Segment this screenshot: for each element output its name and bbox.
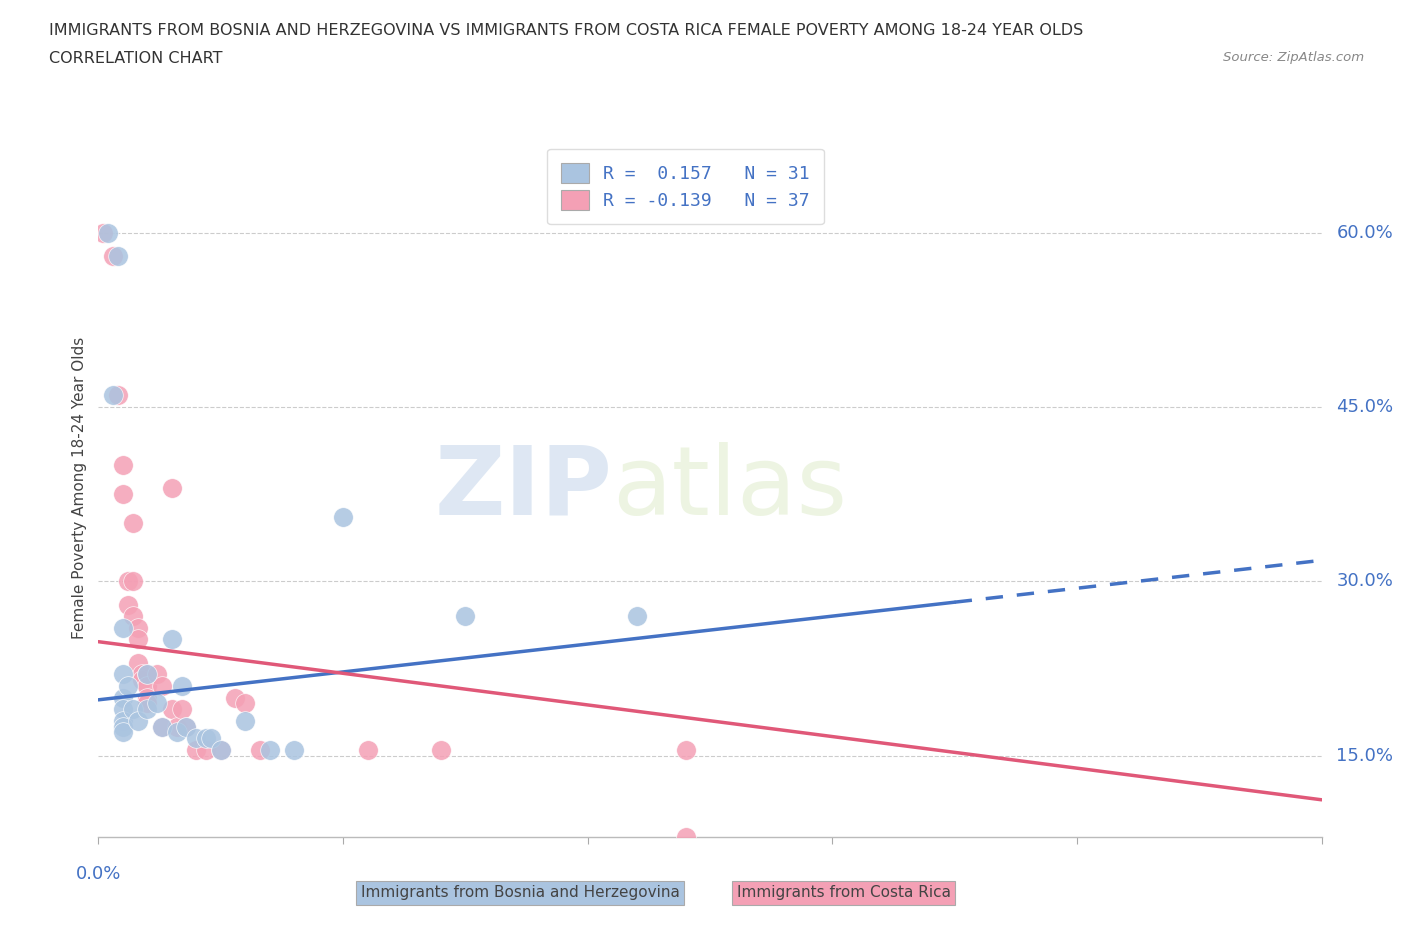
Point (127, 632, 149, 647)
Point (107, 388, 129, 403)
Point (170, 679, 193, 694)
Point (150, 719, 173, 734)
Point (233, 713, 256, 728)
Point (209, 742, 232, 757)
Y-axis label: Female Poverty Among 18-24 Year Olds: Female Poverty Among 18-24 Year Olds (72, 338, 87, 640)
Point (675, 830, 697, 844)
Point (127, 656, 149, 671)
Point (160, 702, 183, 717)
Point (117, 597, 139, 612)
Point (111, 620, 134, 635)
Point (121, 516, 143, 531)
Point (127, 713, 149, 728)
Point (91, 225, 114, 240)
Point (430, 742, 453, 757)
Point (356, 742, 378, 757)
Text: 0.0%: 0.0% (76, 865, 121, 883)
Point (166, 719, 188, 734)
Point (195, 742, 218, 757)
Point (209, 742, 232, 757)
Point (186, 731, 208, 746)
Point (136, 667, 159, 682)
Point (332, 510, 354, 525)
Point (111, 690, 134, 705)
Point (136, 679, 159, 694)
Point (111, 458, 134, 472)
Point (111, 667, 134, 682)
Point (107, 248, 129, 263)
Point (131, 672, 153, 687)
Point (200, 731, 222, 746)
Point (224, 690, 246, 705)
Point (195, 731, 218, 746)
Point (117, 574, 139, 589)
Point (117, 679, 139, 694)
Point (97, 225, 120, 240)
Point (675, 742, 697, 757)
Point (176, 719, 198, 734)
Point (111, 713, 134, 728)
Text: Immigrants from Costa Rica: Immigrants from Costa Rica (737, 885, 950, 900)
Point (121, 574, 143, 589)
Point (111, 702, 134, 717)
Point (146, 696, 169, 711)
Point (626, 609, 648, 624)
Text: atlas: atlas (612, 442, 848, 535)
Point (283, 742, 305, 757)
Point (146, 667, 169, 682)
Point (136, 696, 159, 711)
Point (160, 481, 183, 496)
Point (259, 742, 281, 757)
Text: 45.0%: 45.0% (1336, 398, 1393, 416)
Text: ZIP: ZIP (434, 442, 612, 535)
Text: IMMIGRANTS FROM BOSNIA AND HERZEGOVINA VS IMMIGRANTS FROM COSTA RICA FEMALE POVE: IMMIGRANTS FROM BOSNIA AND HERZEGOVINA V… (49, 23, 1084, 38)
Point (166, 725, 188, 740)
Point (249, 742, 271, 757)
Point (150, 719, 173, 734)
Point (136, 667, 159, 682)
Point (111, 725, 134, 740)
Point (233, 696, 256, 711)
Point (186, 742, 208, 757)
Point (170, 702, 193, 717)
Point (121, 609, 143, 624)
Point (121, 702, 143, 717)
Point (136, 690, 159, 705)
Point (176, 719, 198, 734)
Point (111, 719, 134, 734)
Point (136, 702, 159, 717)
Text: CORRELATION CHART: CORRELATION CHART (49, 51, 222, 66)
Legend: R =  0.157   N = 31, R = -0.139   N = 37: R = 0.157 N = 31, R = -0.139 N = 37 (547, 149, 824, 224)
Point (101, 388, 124, 403)
Text: 60.0%: 60.0% (1336, 223, 1393, 242)
Point (150, 679, 173, 694)
Text: Source: ZipAtlas.com: Source: ZipAtlas.com (1223, 51, 1364, 64)
Point (111, 486, 134, 501)
Text: Immigrants from Bosnia and Herzegovina: Immigrants from Bosnia and Herzegovina (361, 885, 679, 900)
Point (101, 248, 124, 263)
Point (131, 667, 153, 682)
Text: 15.0%: 15.0% (1336, 747, 1393, 764)
Point (127, 620, 149, 635)
Text: 30.0%: 30.0% (1336, 572, 1393, 591)
Point (160, 632, 183, 647)
Point (454, 609, 477, 624)
